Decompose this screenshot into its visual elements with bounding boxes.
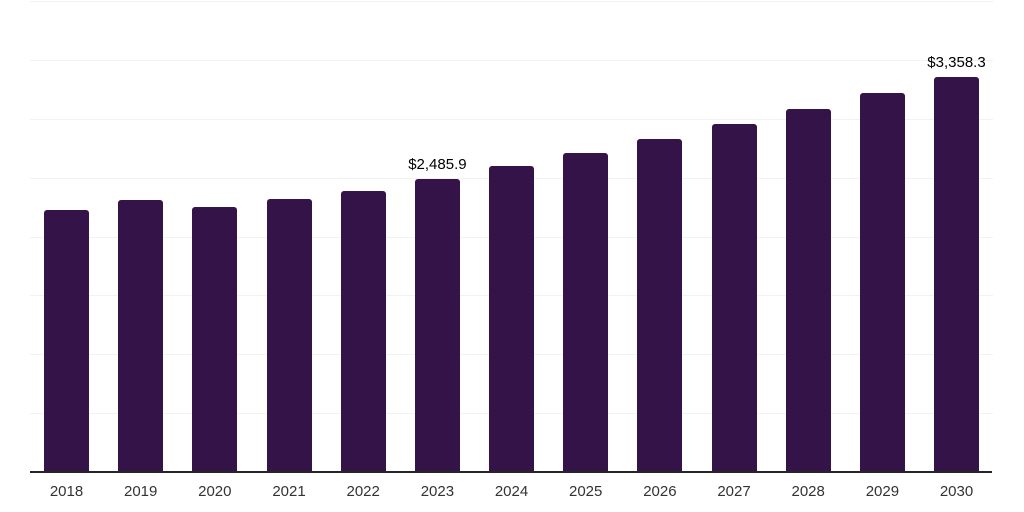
- bar-2026: [637, 139, 683, 472]
- x-tick-label-2026: 2026: [643, 483, 677, 500]
- bar-2020: [192, 207, 238, 472]
- data-label-2023: $2,485.9: [408, 156, 467, 174]
- bar-2023: [414, 179, 460, 472]
- gridline: [30, 118, 993, 120]
- x-axis-line: [30, 471, 992, 473]
- bar-2019: [118, 200, 164, 472]
- x-tick-label-2024: 2024: [494, 483, 529, 500]
- gridline: [30, 1, 993, 2]
- bar-2022: [340, 190, 386, 472]
- x-tick-label-2022: 2022: [346, 483, 380, 500]
- bar-2027: [711, 124, 757, 472]
- x-tick-label-2030: 2030: [939, 483, 974, 500]
- x-tick-label-2020: 2020: [198, 483, 232, 500]
- gridline: [30, 59, 993, 61]
- bar-2018: [44, 210, 89, 472]
- bar-2024: [489, 166, 534, 472]
- bar-2029: [859, 93, 905, 472]
- x-tick-label-2023: 2023: [420, 483, 455, 500]
- x-tick-label-2028: 2028: [791, 483, 825, 500]
- bar-2021: [266, 198, 312, 472]
- bar-2025: [563, 152, 609, 472]
- x-tick-label-2027: 2027: [717, 483, 751, 500]
- x-tick-label-2021: 2021: [272, 483, 306, 500]
- x-tick-label-2018: 2018: [49, 483, 84, 500]
- bar-2030: [934, 76, 979, 472]
- bar-2028: [785, 109, 831, 472]
- x-tick-label-2029: 2029: [865, 483, 900, 500]
- x-tick-label-2019: 2019: [124, 483, 158, 500]
- x-tick-label-2025: 2025: [569, 483, 603, 500]
- data-label-2030: $3,358.3: [927, 53, 986, 71]
